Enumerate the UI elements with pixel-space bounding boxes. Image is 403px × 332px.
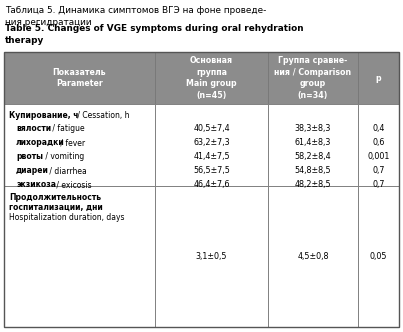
Text: 48,2±8,5: 48,2±8,5 [295, 180, 331, 189]
Bar [358, 186, 399, 327]
Bar [155, 52, 268, 104]
Text: 61,4±8,3: 61,4±8,3 [295, 138, 331, 147]
Bar [4, 52, 155, 104]
Text: 0,05: 0,05 [370, 252, 387, 261]
Text: рвоты: рвоты [16, 152, 43, 161]
Text: лихорадки: лихорадки [16, 138, 65, 147]
Text: 38,3±8,3: 38,3±8,3 [295, 124, 331, 133]
Text: Table 5. Changes of VGE symptoms during oral rehydration
therapy: Table 5. Changes of VGE symptoms during … [5, 24, 303, 45]
Text: 56,5±7,5: 56,5±7,5 [193, 166, 230, 175]
Text: / vomiting: / vomiting [43, 152, 84, 161]
Text: p: p [376, 73, 381, 82]
Text: / fatigue: / fatigue [50, 124, 85, 133]
Text: / fever: / fever [58, 138, 85, 147]
Text: Основная
группа
Main group
(n=45): Основная группа Main group (n=45) [186, 56, 237, 100]
Text: Показатель
Parameter: Показатель Parameter [53, 68, 106, 88]
Text: 54,8±8,5: 54,8±8,5 [295, 166, 331, 175]
Bar [268, 52, 358, 104]
Bar [155, 104, 268, 186]
Text: Продолжительность: Продолжительность [9, 193, 101, 202]
Text: Купирование, ч: Купирование, ч [9, 111, 79, 120]
Text: 0,001: 0,001 [367, 152, 390, 161]
Text: 40,5±7,4: 40,5±7,4 [193, 124, 230, 133]
Text: 3,1±0,5: 3,1±0,5 [196, 252, 227, 261]
Text: 0,7: 0,7 [372, 180, 385, 189]
Bar [358, 104, 399, 186]
Bar [4, 52, 399, 327]
Text: Таблица 5. Динамика симптомов ВГЭ на фоне проведе-
ния регидратации: Таблица 5. Динамика симптомов ВГЭ на фон… [5, 6, 266, 27]
Text: вялости: вялости [16, 124, 51, 133]
Text: Hospitalization duration, days: Hospitalization duration, days [9, 213, 125, 222]
Text: Группа сравне-
ния / Comparison
group
(n=34): Группа сравне- ния / Comparison group (n… [274, 56, 351, 100]
Text: / Cessation, h: / Cessation, h [75, 111, 129, 120]
Text: 41,4±7,5: 41,4±7,5 [193, 152, 230, 161]
Text: / diarrhea: / diarrhea [47, 166, 87, 175]
Text: госпитализации, дни: госпитализации, дни [9, 203, 103, 212]
Bar [268, 186, 358, 327]
Text: 63,2±7,3: 63,2±7,3 [193, 138, 230, 147]
Text: 46,4±7,6: 46,4±7,6 [193, 180, 230, 189]
Bar [155, 186, 268, 327]
Text: 58,2±8,4: 58,2±8,4 [295, 152, 331, 161]
Bar [358, 52, 399, 104]
Text: 0,6: 0,6 [372, 138, 385, 147]
Bar [268, 104, 358, 186]
Text: / exicosis: / exicosis [54, 180, 91, 189]
Text: 0,7: 0,7 [372, 166, 385, 175]
Text: 4,5±0,8: 4,5±0,8 [297, 252, 329, 261]
Text: экзикоза: экзикоза [16, 180, 56, 189]
Text: 0,4: 0,4 [372, 124, 385, 133]
Text: диареи: диареи [16, 166, 49, 175]
Bar [4, 104, 155, 186]
Bar [4, 186, 155, 327]
